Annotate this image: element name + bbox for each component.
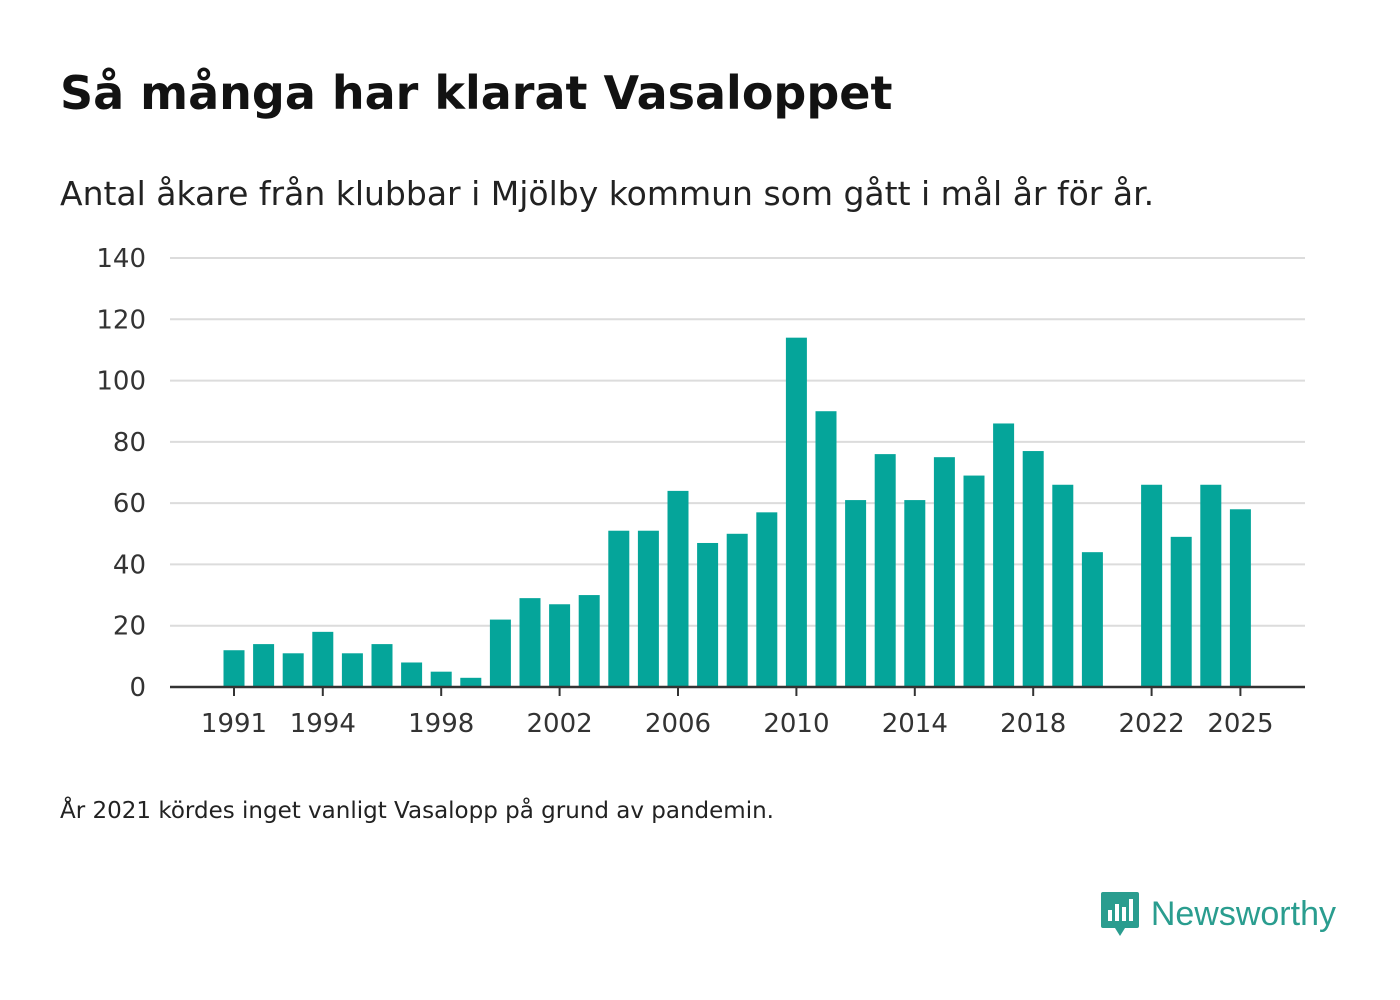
bar-2002 xyxy=(549,604,571,687)
x-tick-label: 2025 xyxy=(1207,709,1273,739)
bar-2024 xyxy=(1200,484,1222,687)
bar-2022 xyxy=(1141,484,1163,687)
bar-1999 xyxy=(460,677,482,687)
bar-1991 xyxy=(223,650,245,687)
bar-2009 xyxy=(756,512,778,687)
x-tick-label: 2002 xyxy=(527,709,593,739)
bars xyxy=(223,337,1251,687)
bar-2016 xyxy=(963,475,985,687)
y-tick-label: 120 xyxy=(96,305,146,335)
bar-2014 xyxy=(904,500,926,687)
chart-subtitle: Antal åkare från klubbar i Mjölby kommun… xyxy=(60,174,1155,213)
bar-2018 xyxy=(1022,451,1044,687)
bar-1998 xyxy=(430,671,452,687)
bar-2010 xyxy=(785,337,807,687)
y-tick-label: 80 xyxy=(113,428,146,458)
bar-2023 xyxy=(1170,536,1192,687)
bar-2013 xyxy=(874,454,896,687)
x-tick-label: 1998 xyxy=(408,709,474,739)
bar-2025 xyxy=(1229,509,1251,687)
bar-1996 xyxy=(371,644,393,687)
y-tick-label: 0 xyxy=(129,673,146,703)
brand-logo: Newsworthy xyxy=(1099,890,1336,938)
bar-2006 xyxy=(667,490,689,687)
newsworthy-logo-icon xyxy=(1100,892,1139,936)
bar-2011 xyxy=(815,411,837,687)
bar-2000 xyxy=(489,619,511,687)
bar-2008 xyxy=(726,533,748,687)
bar-2020 xyxy=(1081,552,1103,687)
x-tick-label: 2018 xyxy=(1000,709,1066,739)
bar-1992 xyxy=(253,644,275,687)
x-tick-label: 1994 xyxy=(290,709,356,739)
y-tick-label: 140 xyxy=(96,244,146,274)
brand-name: Newsworthy xyxy=(1150,894,1336,933)
y-tick-label: 100 xyxy=(96,367,146,397)
x-tick-label: 2022 xyxy=(1119,709,1185,739)
bar-2017 xyxy=(993,423,1015,687)
y-tick-label: 40 xyxy=(113,550,146,580)
x-tick-label: 2014 xyxy=(882,709,948,739)
bar-2005 xyxy=(637,530,659,687)
gridlines xyxy=(170,257,1305,627)
y-axis-ticks: 0 20 40 60 80 100 120 140 xyxy=(96,244,146,703)
bar-2001 xyxy=(519,598,541,687)
chart-title: Så många har klarat Vasaloppet xyxy=(60,66,893,120)
bar-2003 xyxy=(578,595,600,687)
x-tick-label: 2010 xyxy=(763,709,829,739)
bar-1994 xyxy=(312,631,334,687)
x-tick-label: 1991 xyxy=(201,709,267,739)
x-tick-label: 2006 xyxy=(645,709,711,739)
y-tick-label: 60 xyxy=(113,489,146,519)
bar-1995 xyxy=(341,653,363,687)
bar-2004 xyxy=(608,530,630,687)
bar-2015 xyxy=(933,457,955,687)
footnote: År 2021 kördes inget vanligt Vasalopp på… xyxy=(60,798,774,824)
bar-1993 xyxy=(282,653,304,687)
bar-chart: 0 20 40 60 80 100 120 140 1991 1994 1998 2002 2006 2… xyxy=(96,244,1305,739)
y-tick-label: 20 xyxy=(113,612,146,642)
bar-2007 xyxy=(697,542,719,687)
x-axis: 1991 1994 1998 2002 2006 2010 2014 2018 2022 2025 xyxy=(170,685,1305,739)
bar-2012 xyxy=(845,500,867,687)
bar-2019 xyxy=(1052,484,1074,687)
bar-1997 xyxy=(401,662,423,687)
